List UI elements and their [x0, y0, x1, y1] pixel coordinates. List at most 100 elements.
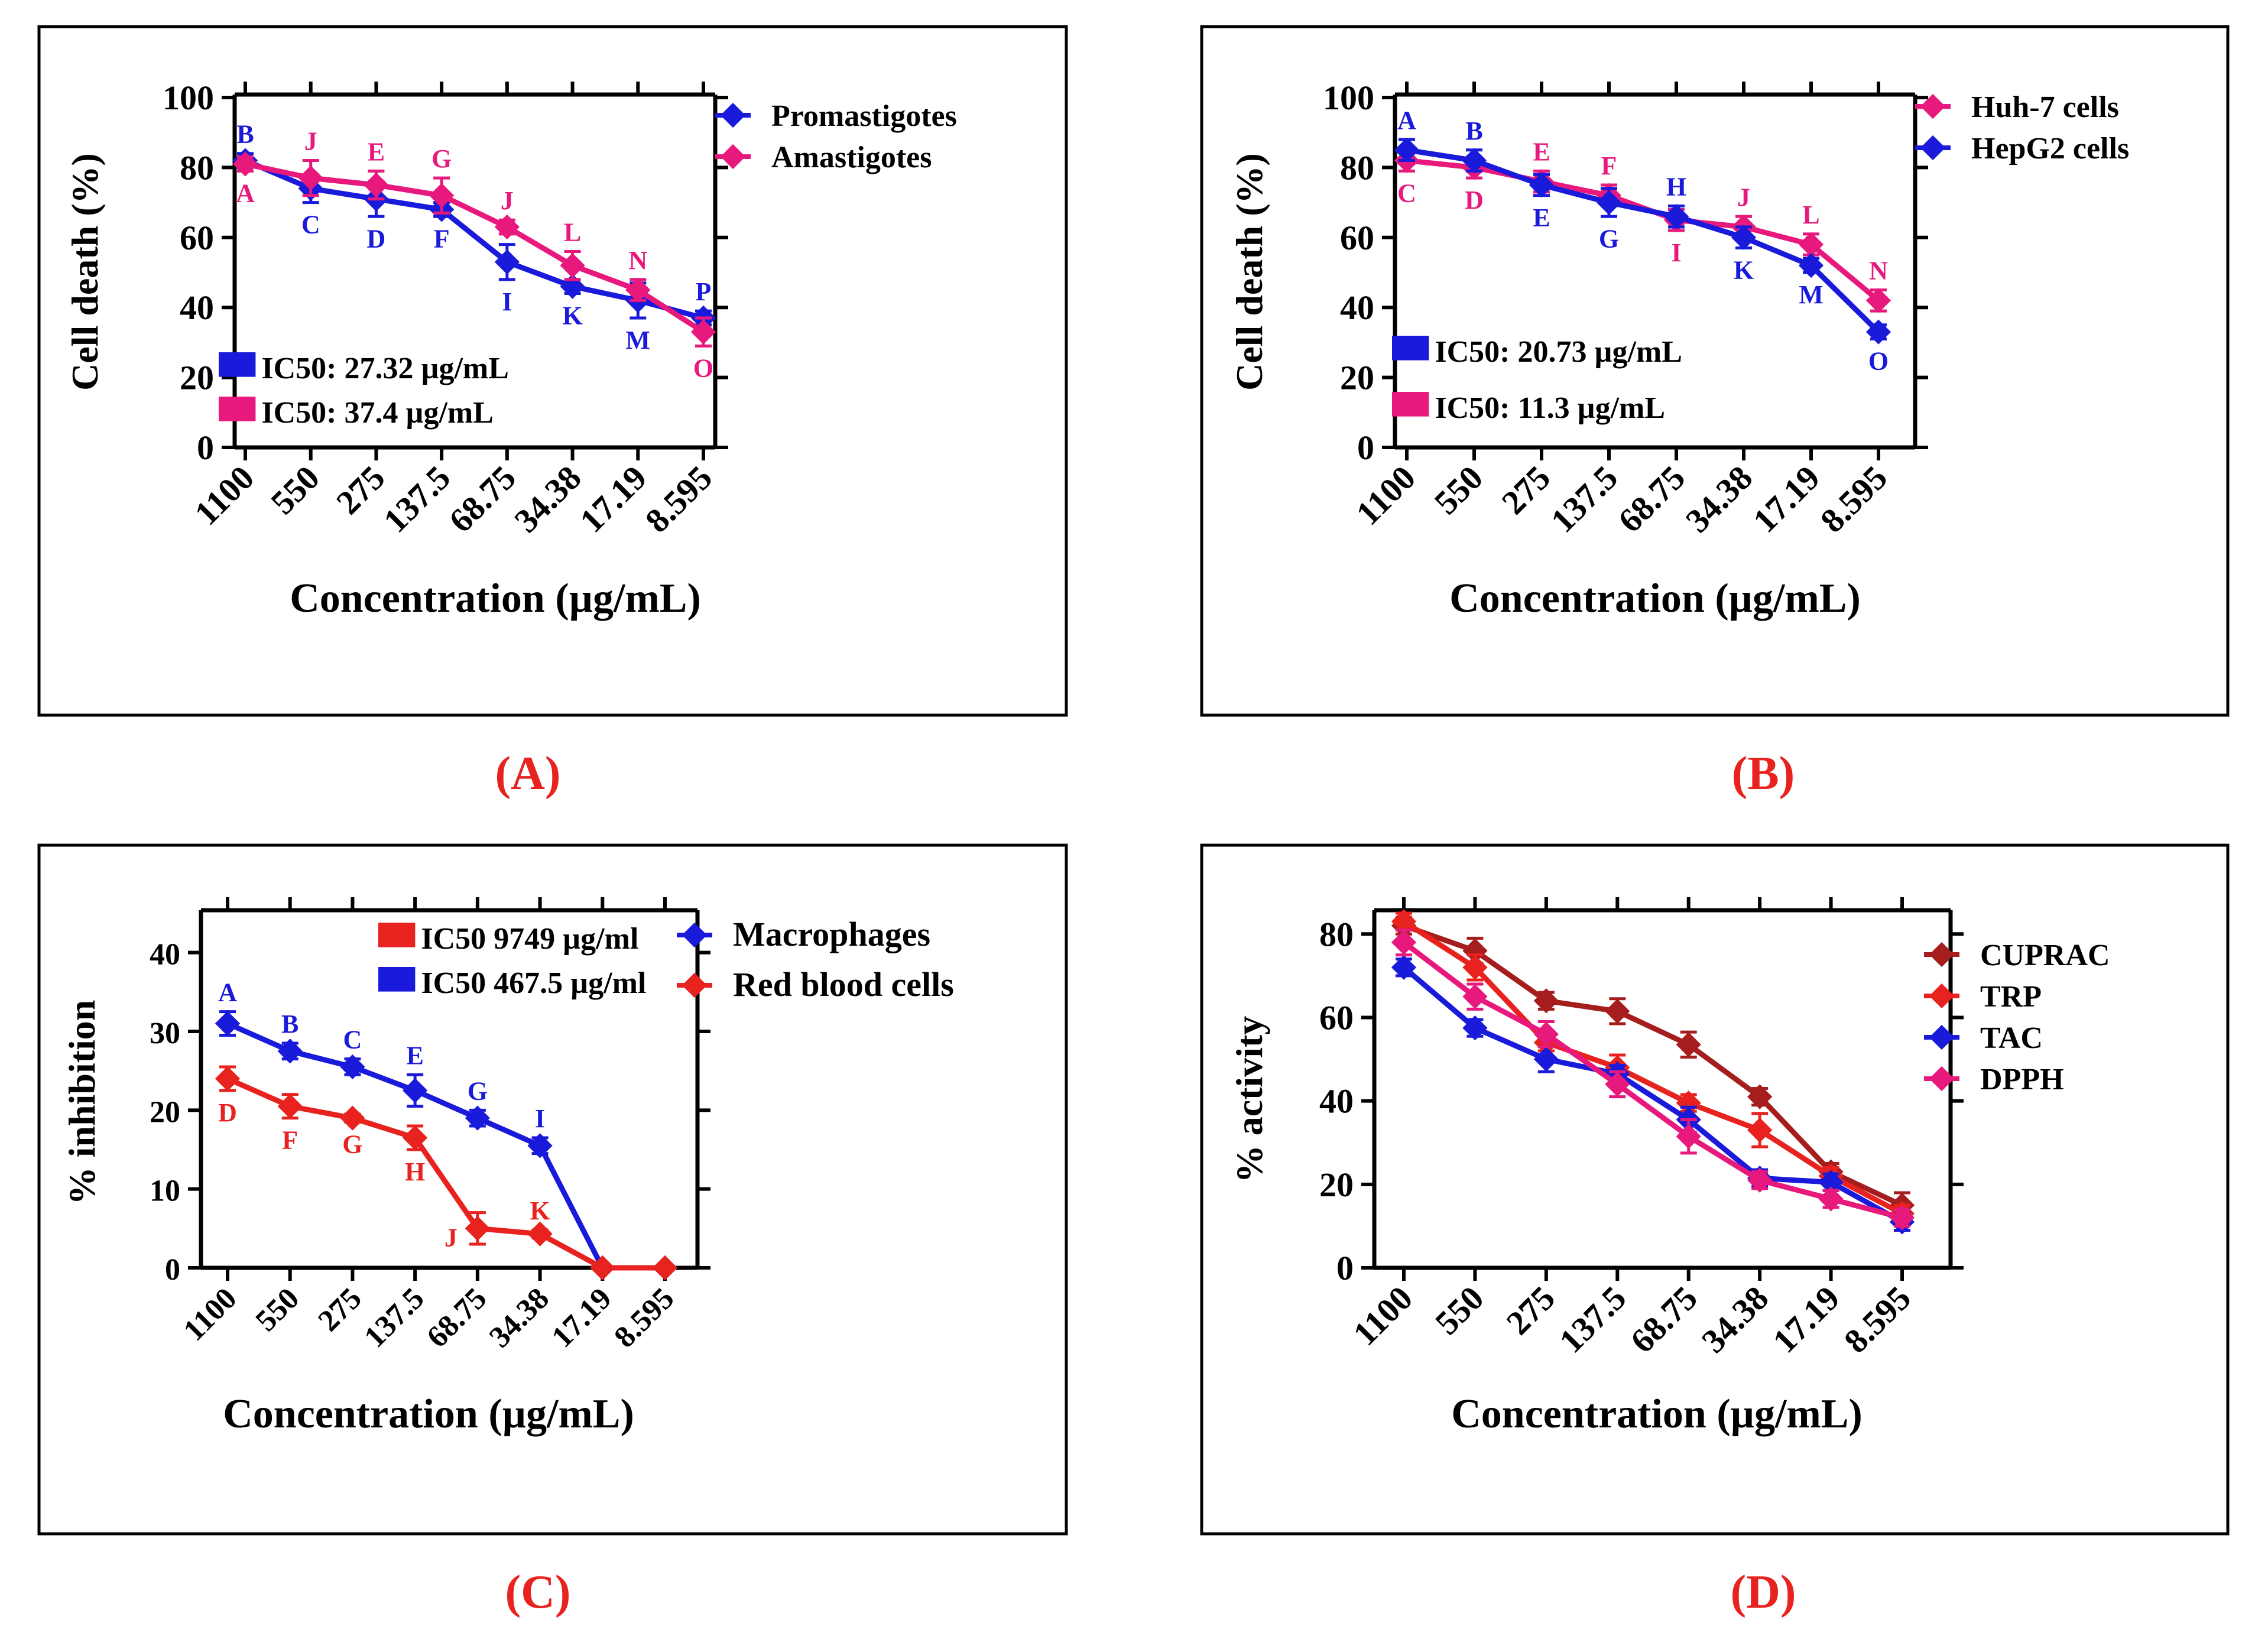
legend-label: Huh-7 cells — [1971, 90, 2119, 124]
significance-letter: G — [468, 1076, 488, 1105]
data-point — [1818, 1186, 1844, 1212]
x-tick-label: 1100 — [187, 458, 261, 533]
legend-marker — [720, 102, 746, 128]
x-axis-title: Concentration (µg/mL) — [1451, 1391, 1863, 1437]
y-tick-label: 0 — [1357, 429, 1374, 467]
significance-letter: I — [535, 1104, 545, 1133]
significance-letter: M — [626, 326, 651, 355]
data-point — [1462, 1015, 1488, 1041]
data-point — [1533, 1046, 1559, 1072]
x-axis-title: Concentration (µg/mL) — [1449, 576, 1861, 621]
x-tick-label: 68.75 — [420, 1281, 493, 1354]
panel-label: (B) — [1732, 748, 1795, 800]
data-point — [232, 151, 258, 177]
data-point — [1605, 1072, 1630, 1097]
x-tick-label: 68.75 — [442, 458, 523, 540]
data-point — [1747, 1117, 1773, 1143]
x-tick-label: 1100 — [1348, 458, 1423, 533]
y-axis-title: % activity — [1228, 1016, 1270, 1183]
significance-letter: G — [342, 1130, 362, 1158]
significance-letter: I — [1671, 238, 1681, 267]
significance-letter: K — [530, 1196, 550, 1225]
significance-letter: K — [1734, 256, 1754, 285]
data-point — [1391, 955, 1417, 980]
significance-letter: O — [693, 353, 713, 382]
series-dpph — [1391, 928, 1915, 1231]
legend-item: TRP — [1924, 980, 2042, 1014]
y-tick-label: 40 — [150, 938, 180, 972]
significance-letter: F — [1601, 151, 1617, 180]
x-tick-label: 17.19 — [546, 1281, 618, 1354]
y-tick-label: 30 — [150, 1017, 180, 1050]
ic50-box: IC50: 20.73 µg/mL — [1392, 335, 1682, 369]
ic50-box: IC50: 37.4 µg/mL — [219, 396, 494, 430]
y-tick-label: 60 — [180, 219, 214, 257]
significance-letter: E — [1533, 203, 1550, 232]
data-point — [652, 1255, 678, 1281]
x-tick-label: 8.595 — [638, 458, 719, 540]
x-tick-label: 550 — [249, 1281, 306, 1338]
ic50-label: IC50: 37.4 µg/mL — [261, 396, 494, 430]
x-tick-label: 34.38 — [1694, 1278, 1776, 1360]
data-point — [215, 1011, 241, 1036]
data-point — [403, 1077, 428, 1104]
x-tick-label: 17.19 — [1745, 458, 1827, 540]
data-point — [1605, 998, 1630, 1024]
data-point — [1596, 190, 1622, 215]
ic50-label: IC50: 27.32 µg/mL — [261, 352, 509, 385]
significance-letter: P — [696, 277, 712, 306]
series-red-blood-cells: D F G H J K — [215, 1065, 678, 1281]
data-point — [1462, 984, 1488, 1010]
y-tick-label: 100 — [1323, 79, 1374, 117]
x-tick-label: 137.5 — [358, 1281, 431, 1354]
data-point — [1731, 225, 1757, 250]
data-point — [298, 165, 323, 191]
significance-letter: D — [1465, 186, 1484, 215]
legend-label: Amastigotes — [771, 141, 932, 174]
data-point — [340, 1105, 365, 1131]
significance-letter: O — [1868, 346, 1889, 375]
data-point — [340, 1054, 365, 1080]
x-tick-label: 17.19 — [572, 458, 654, 540]
series-line — [1406, 147, 1881, 334]
x-tick-label: 34.38 — [507, 458, 589, 540]
data-point — [1865, 319, 1891, 345]
significance-letter: H — [405, 1157, 425, 1186]
y-axis-title: % inhibition — [61, 1000, 103, 1205]
panel-label: (D) — [1730, 1566, 1796, 1618]
ic50-label: IC50 9749 µg/ml — [421, 922, 638, 956]
ic50-box: IC50 9749 µg/ml — [378, 922, 638, 956]
x-tick-label: 137.5 — [376, 458, 458, 540]
y-tick-label: 20 — [1340, 359, 1374, 397]
x-tick-label: 68.75 — [1623, 1278, 1705, 1360]
legend-item: Promastigotes — [715, 99, 957, 133]
data-point — [494, 249, 520, 275]
legend-item: TAC — [1924, 1021, 2043, 1055]
y-tick-label: 100 — [163, 79, 214, 117]
y-tick-label: 20 — [180, 359, 214, 397]
x-tick-label: 137.5 — [1543, 458, 1625, 540]
ic50-swatch — [1392, 392, 1429, 417]
x-tick-label: 550 — [263, 458, 326, 521]
data-point — [403, 1125, 428, 1151]
data-point — [465, 1216, 490, 1241]
significance-letter: N — [628, 246, 647, 275]
significance-letter: J — [501, 186, 514, 215]
data-point — [364, 172, 389, 198]
significance-letter: D — [367, 224, 386, 253]
significance-letter: L — [1802, 200, 1819, 229]
legend-marker — [682, 972, 708, 998]
data-point — [1663, 204, 1689, 229]
significance-letter: H — [1666, 173, 1686, 202]
x-tick-label: 8.595 — [1813, 458, 1894, 540]
x-tick-label: 550 — [1427, 458, 1490, 521]
y-axis-title: Cell death (%) — [1228, 153, 1270, 391]
x-tick-label: 550 — [1427, 1278, 1491, 1342]
y-tick-label: 80 — [1340, 148, 1374, 187]
significance-letter: D — [218, 1098, 237, 1127]
data-point — [1889, 1205, 1915, 1231]
y-tick-label: 10 — [150, 1174, 180, 1208]
significance-letter: B — [281, 1010, 298, 1038]
data-point — [590, 1255, 615, 1281]
